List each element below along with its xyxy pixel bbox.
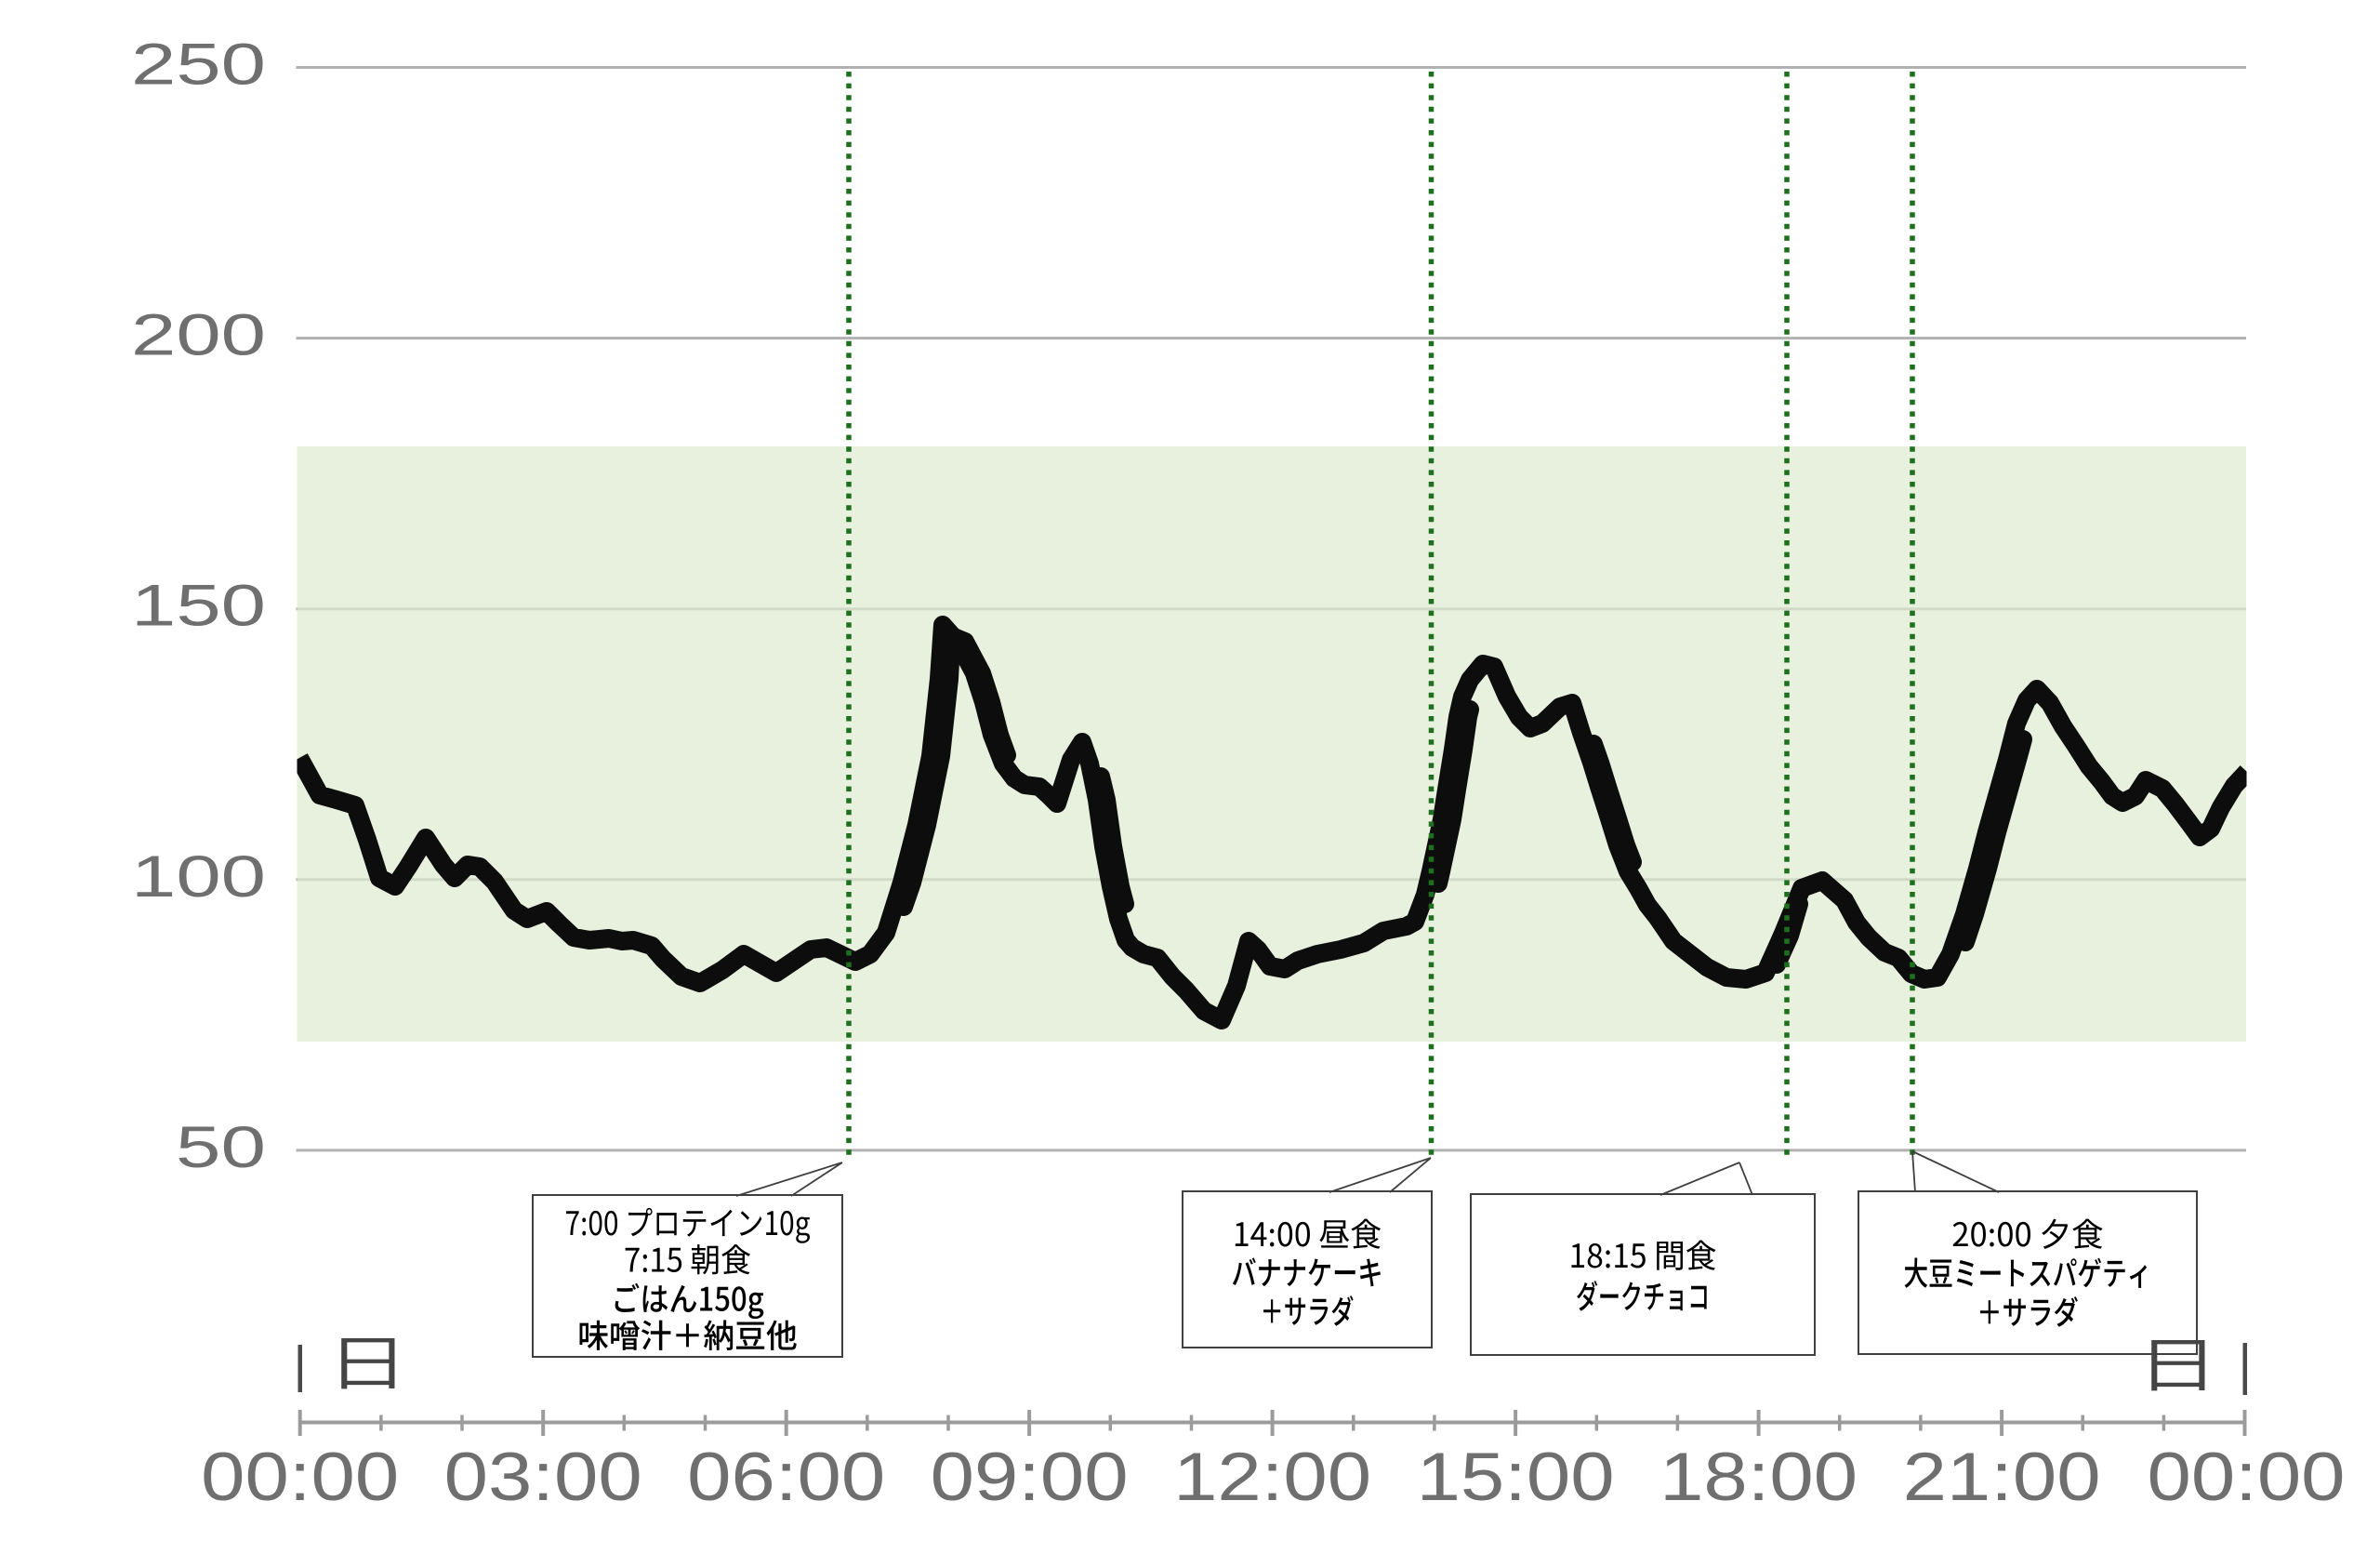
svg-text:200: 200: [131, 303, 266, 368]
svg-text:00:00: 00:00: [2148, 1440, 2346, 1515]
svg-text:15:00: 15:00: [1417, 1440, 1615, 1515]
svg-text:00:00: 00:00: [201, 1440, 399, 1515]
svg-text:50: 50: [176, 1115, 266, 1180]
svg-text:09:00: 09:00: [931, 1440, 1129, 1515]
svg-text:21:00: 21:00: [1903, 1440, 2101, 1515]
svg-text:100: 100: [131, 844, 266, 910]
svg-text:06:00: 06:00: [687, 1440, 885, 1515]
svg-text:150: 150: [131, 574, 266, 639]
svg-text:03:00: 03:00: [444, 1440, 642, 1515]
svg-text:12:00: 12:00: [1173, 1440, 1371, 1515]
svg-text:250: 250: [131, 33, 266, 98]
svg-text:18:00: 18:00: [1659, 1440, 1858, 1515]
